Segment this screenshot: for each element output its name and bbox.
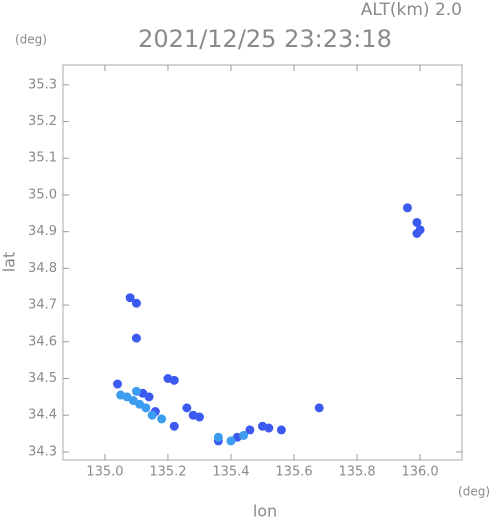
- echo-point: [141, 403, 151, 413]
- x-tick-label: 135.2: [149, 465, 186, 480]
- echo-point: [213, 432, 223, 442]
- echo-point: [125, 293, 135, 303]
- y-tick-label: 34.9: [28, 224, 57, 239]
- echo-point: [131, 333, 141, 343]
- echo-point: [182, 403, 192, 413]
- x-axis-label: lon: [253, 502, 277, 521]
- y-tick-label: 34.8: [28, 261, 57, 276]
- x-tick-label: 136.0: [401, 465, 438, 480]
- echo-point: [245, 425, 255, 435]
- echo-point: [226, 436, 236, 446]
- y-tick-label: 34.7: [28, 298, 57, 313]
- echo-point: [314, 403, 324, 413]
- echo-point: [276, 425, 286, 435]
- echo-point: [131, 386, 141, 396]
- plot-frame: [62, 64, 463, 461]
- echo-point: [264, 423, 274, 433]
- echo-point: [116, 390, 126, 400]
- x-tick-label: 135.4: [212, 465, 249, 480]
- echo-point: [131, 298, 141, 308]
- y-tick-label: 35.1: [28, 151, 57, 166]
- y-tick-label: 35.3: [28, 77, 57, 92]
- subtitle: ALT(km) 2.0: [361, 0, 462, 20]
- y-tick-label: 34.6: [28, 334, 57, 349]
- echo-point: [169, 421, 179, 431]
- y-tick-label: 35.2: [28, 114, 57, 129]
- y-unit: (deg): [15, 33, 47, 47]
- echo-point: [412, 217, 422, 227]
- echo-point: [194, 412, 204, 422]
- y-tick-label: 34.5: [28, 371, 57, 386]
- echo-point: [412, 228, 422, 238]
- x-tick-label: 135.6: [275, 465, 312, 480]
- y-tick-label: 34.3: [28, 444, 57, 459]
- x-unit: (deg): [458, 485, 490, 499]
- echo-point: [157, 414, 167, 424]
- y-axis-label: lat: [0, 252, 19, 273]
- chart-title: 2021/12/25 23:23:18: [138, 25, 392, 53]
- echo-point: [239, 430, 249, 440]
- y-tick-label: 34.4: [28, 408, 57, 423]
- echo-point: [113, 379, 123, 389]
- echo-point: [402, 203, 412, 213]
- echo-point: [169, 375, 179, 385]
- y-tick-label: 35.0: [28, 187, 57, 202]
- echo-point: [147, 410, 157, 420]
- x-tick-label: 135.8: [338, 465, 375, 480]
- x-tick-label: 135.0: [86, 465, 123, 480]
